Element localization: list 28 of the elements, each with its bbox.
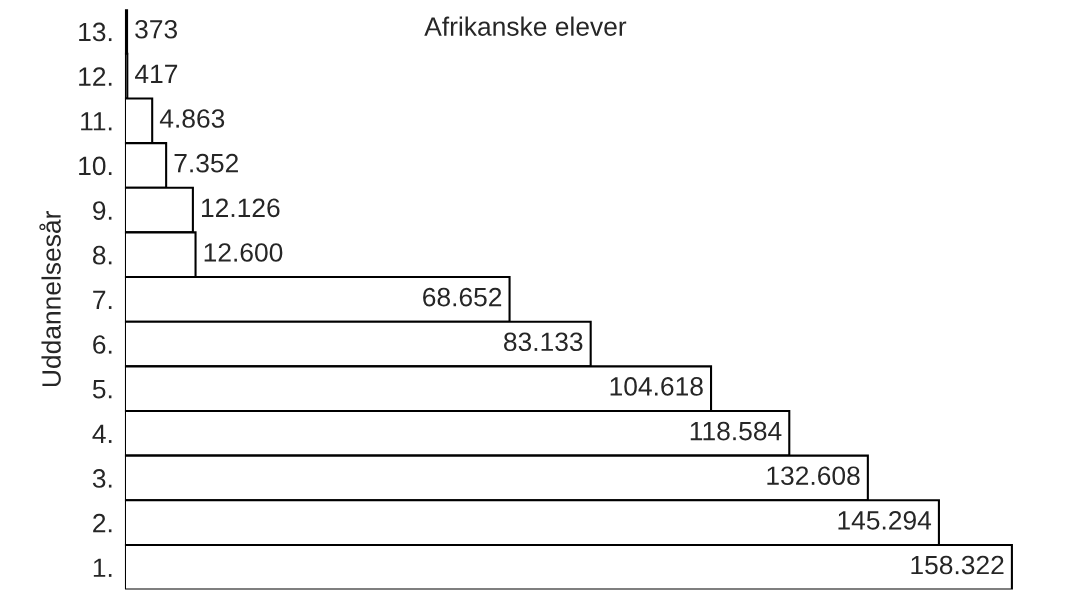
data-label: 7.352 <box>174 153 238 173</box>
y-tick-label: 11. <box>81 112 112 131</box>
y-tick-label: 13. <box>79 22 112 42</box>
y-axis-title: Uddannelsesår <box>39 211 61 387</box>
data-label: 417 <box>134 64 178 83</box>
data-label: 12.600 <box>204 243 283 262</box>
data-label: 132.608 <box>767 466 860 486</box>
data-label: 4.863 <box>159 109 225 128</box>
y-tick-label: 7. <box>93 290 112 309</box>
y-tick-label: 1. <box>93 558 112 577</box>
y-tick-label: 6. <box>93 335 112 354</box>
data-label: 12.126 <box>202 198 280 218</box>
y-tick-label: 8. <box>92 245 112 265</box>
y-tick-label: 2. <box>93 513 112 533</box>
chart-title: Afrikanske elever <box>424 16 627 36</box>
data-label: 68.652 <box>423 287 502 307</box>
data-label: 145.294 <box>838 511 932 530</box>
data-label: 104.618 <box>610 377 703 396</box>
y-tick-label: 9. <box>93 201 112 220</box>
y-tick-label: 4. <box>92 424 112 443</box>
data-label: 158.322 <box>911 555 1004 575</box>
y-tick-label: 3. <box>92 469 112 488</box>
y-tick-label: 5. <box>92 380 112 399</box>
y-tick-label: 10. <box>79 156 112 176</box>
y-tick-label: 12. <box>79 67 112 86</box>
data-label: 118.584 <box>690 421 782 441</box>
data-label: 83.133 <box>504 332 583 352</box>
data-label: 373 <box>135 19 178 39</box>
